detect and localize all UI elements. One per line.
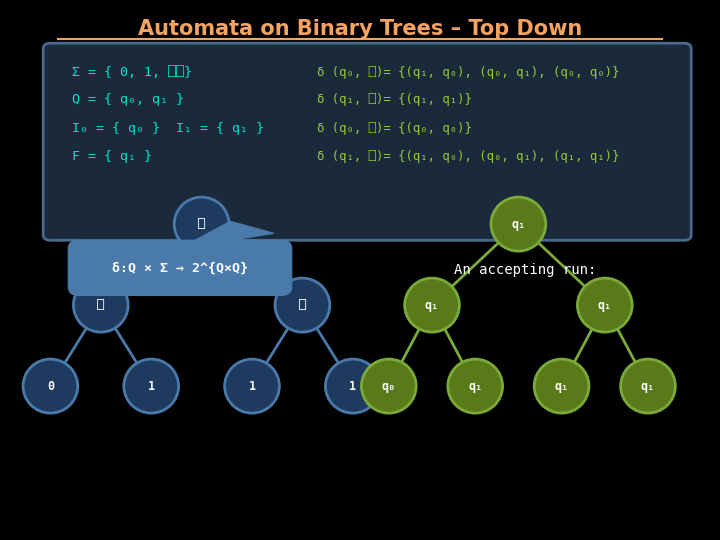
Text: I₀ = { q₀ }  I₁ = { q₁ }: I₀ = { q₀ } I₁ = { q₁ }	[72, 122, 264, 135]
Ellipse shape	[325, 359, 380, 413]
Text: q₁: q₁	[425, 299, 439, 312]
Text: 1: 1	[349, 380, 356, 393]
Text: 1: 1	[248, 380, 256, 393]
Text: ⎕: ⎕	[198, 218, 205, 231]
Text: δ (q₀, ⎕)= {(q₀, q₀)}: δ (q₀, ⎕)= {(q₀, q₀)}	[317, 122, 472, 135]
Text: ⎕: ⎕	[97, 299, 104, 312]
Text: q₁: q₁	[598, 299, 612, 312]
Ellipse shape	[23, 359, 78, 413]
Ellipse shape	[448, 359, 503, 413]
Text: An accepting run:: An accepting run:	[454, 263, 597, 277]
Text: q₀: q₀	[382, 380, 396, 393]
Ellipse shape	[225, 359, 279, 413]
Text: Q = { q₀, q₁ }: Q = { q₀, q₁ }	[72, 93, 184, 106]
Text: ⎕: ⎕	[299, 299, 306, 312]
Ellipse shape	[491, 197, 546, 251]
Text: 1: 1	[148, 380, 155, 393]
Ellipse shape	[73, 278, 128, 332]
Text: δ (q₁, ⎕)= {(q₁, q₀), (q₀, q₁), (q₁, q₁)}: δ (q₁, ⎕)= {(q₁, q₀), (q₀, q₁), (q₁, q₁)…	[317, 150, 619, 163]
Text: δ (q₁, ⎕)= {(q₁, q₁)}: δ (q₁, ⎕)= {(q₁, q₁)}	[317, 93, 472, 106]
Text: Automata on Binary Trees – Top Down: Automata on Binary Trees – Top Down	[138, 19, 582, 39]
Polygon shape	[180, 221, 274, 248]
Text: q₁: q₁	[468, 380, 482, 393]
Ellipse shape	[621, 359, 675, 413]
FancyBboxPatch shape	[43, 43, 691, 240]
Text: 0: 0	[47, 380, 54, 393]
Ellipse shape	[124, 359, 179, 413]
Ellipse shape	[577, 278, 632, 332]
Ellipse shape	[534, 359, 589, 413]
Text: Σ = { 0, 1, ⎕⎕}: Σ = { 0, 1, ⎕⎕}	[72, 66, 192, 79]
Ellipse shape	[275, 278, 330, 332]
Ellipse shape	[174, 197, 229, 251]
Text: δ:Q × Σ → 2^{Q×Q}: δ:Q × Σ → 2^{Q×Q}	[112, 261, 248, 274]
Text: F = { q₁ }: F = { q₁ }	[72, 150, 152, 163]
Text: q₁: q₁	[554, 380, 569, 393]
Text: q₁: q₁	[641, 380, 655, 393]
Text: δ (q₀, ⎕)= {(q₁, q₀), (q₀, q₁), (q₀, q₀)}: δ (q₀, ⎕)= {(q₁, q₀), (q₀, q₁), (q₀, q₀)…	[317, 66, 619, 79]
Ellipse shape	[361, 359, 416, 413]
Text: q₁: q₁	[511, 218, 526, 231]
FancyBboxPatch shape	[68, 240, 292, 295]
Ellipse shape	[405, 278, 459, 332]
